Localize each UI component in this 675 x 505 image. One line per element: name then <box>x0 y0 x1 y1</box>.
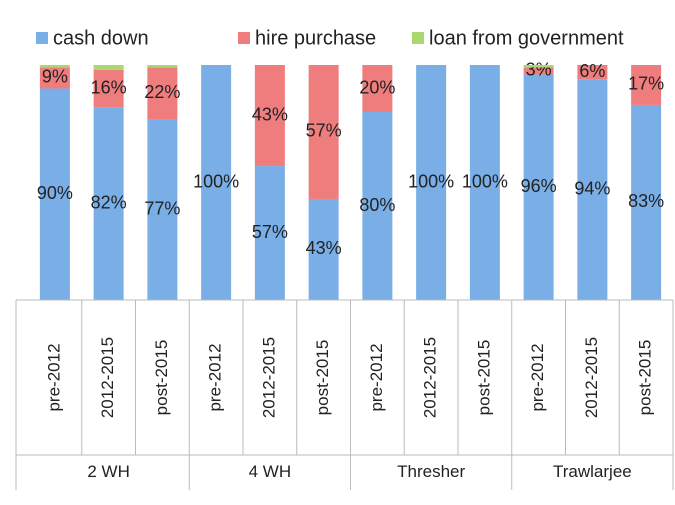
bar-segment <box>254 65 285 167</box>
legend-swatch <box>412 32 424 44</box>
bar-segment <box>308 65 339 199</box>
x-tick-label: pre-2012 <box>44 343 63 411</box>
x-tick-label: 2012-2015 <box>259 337 278 418</box>
bar-segment <box>93 107 124 300</box>
bar-segment <box>39 65 70 68</box>
group-label: Trawlarjee <box>553 462 632 481</box>
bar-segment <box>631 65 662 105</box>
data-label: 57% <box>306 121 342 141</box>
data-label: 3% <box>526 60 552 80</box>
bar-segment <box>577 65 608 80</box>
data-label: 6% <box>579 61 605 81</box>
bar-segment <box>577 79 608 300</box>
x-tick-label: pre-2012 <box>206 343 225 411</box>
data-label: 22% <box>144 82 180 102</box>
data-label: 9% <box>42 67 68 87</box>
data-label: 100% <box>193 171 239 191</box>
bar-segment <box>93 69 124 108</box>
data-label: 90% <box>37 183 73 203</box>
bar-segment <box>362 112 393 300</box>
legend-label: cash down <box>53 27 149 49</box>
bar-segment <box>147 67 178 120</box>
data-label: 16% <box>91 77 127 97</box>
legend-label: loan from government <box>429 27 624 49</box>
x-tick-label: post-2015 <box>313 340 332 416</box>
data-label: 20% <box>359 77 395 97</box>
x-tick-label: 2012-2015 <box>582 337 601 418</box>
x-tick-label: post-2015 <box>636 340 655 416</box>
bar-segment <box>254 166 285 300</box>
group-label: 2 WH <box>87 462 130 481</box>
legend-swatch <box>238 32 250 44</box>
bar-segment <box>147 65 178 68</box>
data-label: 77% <box>144 198 180 218</box>
x-tick-label: 2012-2015 <box>98 337 117 418</box>
bar-segment <box>308 198 339 300</box>
bar-segment <box>523 67 554 75</box>
data-label: 100% <box>462 171 508 191</box>
legend-swatch <box>36 32 48 44</box>
bar-segment <box>39 67 70 89</box>
data-label: 43% <box>306 238 342 258</box>
data-label: 83% <box>628 191 664 211</box>
data-label: 17% <box>628 74 664 94</box>
group-label: Thresher <box>397 462 465 481</box>
bar-segment <box>523 74 554 301</box>
bar-segment <box>362 65 393 112</box>
bar-segment <box>201 65 232 300</box>
bar-segment <box>631 104 662 300</box>
data-label: 82% <box>91 192 127 212</box>
bar-segment <box>39 88 70 300</box>
group-label: 4 WH <box>249 462 292 481</box>
bar-segment <box>416 65 447 300</box>
data-label: 94% <box>574 178 610 198</box>
x-tick-label: 2012-2015 <box>421 337 440 418</box>
data-label: 57% <box>252 222 288 242</box>
x-tick-label: post-2015 <box>474 340 493 416</box>
bar-segment <box>93 65 124 70</box>
data-label: 43% <box>252 104 288 124</box>
bar-segment <box>147 119 178 300</box>
bar-segment <box>469 65 500 300</box>
x-tick-label: pre-2012 <box>367 343 386 411</box>
data-label: 96% <box>521 176 557 196</box>
x-tick-label: post-2015 <box>152 340 171 416</box>
data-label: 100% <box>408 171 454 191</box>
data-label: 80% <box>359 195 395 215</box>
legend-label: hire purchase <box>255 27 376 49</box>
x-tick-label: pre-2012 <box>528 343 547 411</box>
bar-segment <box>523 65 554 68</box>
